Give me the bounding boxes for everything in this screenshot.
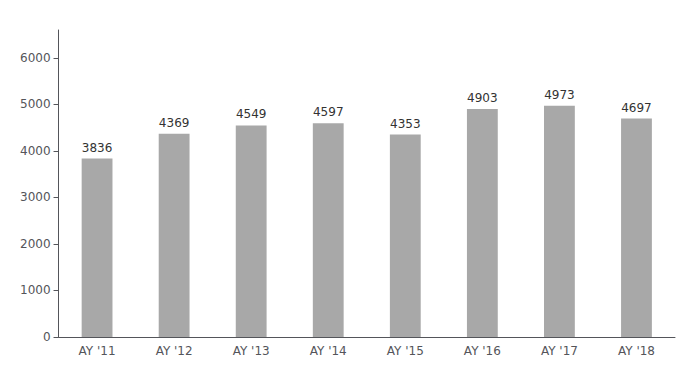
svg-text:0: 0 [43,330,51,344]
svg-text:AY '14: AY '14 [310,344,347,358]
svg-text:2000: 2000 [20,237,51,251]
svg-text:AY '18: AY '18 [618,344,655,358]
svg-text:4597: 4597 [313,105,344,119]
svg-text:1000: 1000 [20,283,51,297]
svg-text:4000: 4000 [20,144,51,158]
svg-text:4369: 4369 [159,116,190,130]
svg-text:AY '13: AY '13 [233,344,270,358]
svg-text:AY '15: AY '15 [387,344,424,358]
svg-text:4353: 4353 [390,117,421,131]
svg-text:AY '16: AY '16 [464,344,501,358]
svg-text:4697: 4697 [621,101,652,115]
svg-text:AY '17: AY '17 [541,344,578,358]
svg-text:AY '11: AY '11 [79,344,116,358]
svg-text:4549: 4549 [236,107,267,121]
svg-text:3000: 3000 [20,190,51,204]
svg-text:5000: 5000 [20,97,51,111]
svg-text:6000: 6000 [20,51,51,65]
svg-text:3836: 3836 [82,141,113,155]
svg-text:AY '12: AY '12 [156,344,193,358]
svg-text:4973: 4973 [544,88,575,102]
svg-text:4903: 4903 [467,91,498,105]
